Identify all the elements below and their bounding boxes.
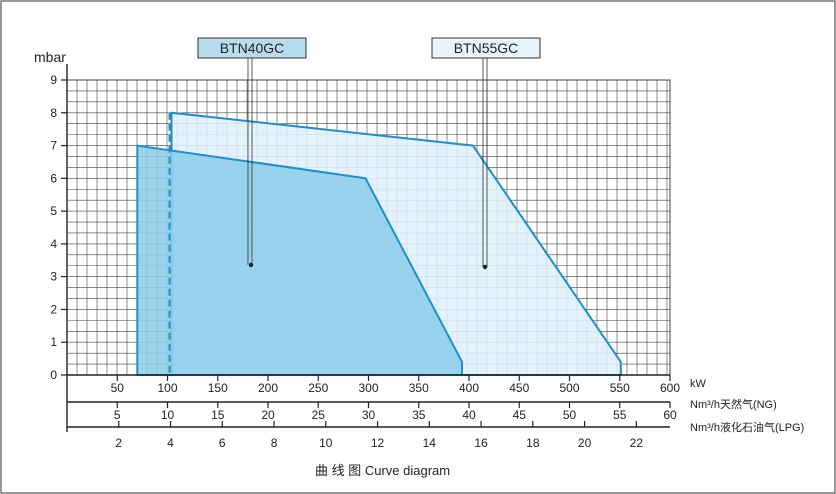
y-axis-label: mbar — [34, 49, 66, 65]
x-tick-label: 20 — [578, 436, 592, 450]
x-tick-label: 20 — [261, 408, 275, 422]
x-tick-label: 6 — [219, 436, 226, 450]
x-tick-label: 600 — [660, 381, 680, 395]
chart-caption: 曲 线 图 Curve diagram — [315, 463, 450, 478]
series-areas — [136, 111, 622, 376]
x-tick-label: 350 — [409, 381, 429, 395]
x-tick-label: 12 — [371, 436, 385, 450]
x-tick-label: 250 — [308, 381, 328, 395]
x-tick-label: 25 — [312, 408, 326, 422]
x-tick-label: 40 — [462, 408, 476, 422]
y-tick-label: 4 — [50, 237, 57, 251]
x-axis-unit-2: Nm³/h天然气(NG) — [690, 397, 777, 411]
x-tick-label: 200 — [258, 381, 278, 395]
x-tick-label: 60 — [663, 408, 677, 422]
y-tick-label: 2 — [50, 302, 57, 316]
x-tick-label: 45 — [513, 408, 527, 422]
x-tick-label: 10 — [161, 408, 175, 422]
y-tick-label: 3 — [50, 270, 57, 284]
series-leader-dot — [248, 262, 254, 268]
x-tick-label: 15 — [211, 408, 225, 422]
y-tick-label: 7 — [50, 139, 57, 153]
x-axis-unit-3: Nm³/h液化石油气(LPG) — [690, 420, 804, 434]
y-tick-label: 9 — [50, 73, 57, 87]
y-tick-label: 0 — [50, 368, 57, 382]
x-tick-label: 50 — [563, 408, 577, 422]
x-tick-label: 550 — [610, 381, 630, 395]
x-tick-label: 30 — [362, 408, 376, 422]
x-tick-label: 18 — [526, 436, 540, 450]
x-axis-unit-1: kW — [690, 378, 707, 390]
x-tick-label: 150 — [208, 381, 228, 395]
x-tick-label: 22 — [630, 436, 644, 450]
series-label-box — [431, 37, 541, 59]
x-tick-label: 14 — [423, 436, 437, 450]
x-tick-label: 500 — [559, 381, 579, 395]
y-tick-label: 5 — [50, 204, 57, 218]
x-tick-label: 400 — [459, 381, 479, 395]
x-tick-label: 450 — [509, 381, 529, 395]
series-leader-dot — [482, 264, 488, 270]
x-tick-label: 16 — [474, 436, 488, 450]
x-tick-label: 55 — [613, 408, 627, 422]
y-axis: mbar 0 1 2 3 4 5 6 7 8 9 — [34, 49, 68, 382]
x-tick-label: 10 — [319, 436, 333, 450]
x-tick-label: 35 — [412, 408, 426, 422]
y-tick-label: 1 — [50, 335, 57, 349]
x-tick-label: 50 — [111, 381, 125, 395]
series-labels: BTN55GC BTN40GC — [197, 37, 541, 270]
x-tick-label: 8 — [271, 436, 278, 450]
series-label-btn40gc: BTN40GC — [220, 40, 285, 56]
x-tick-label: 300 — [358, 381, 378, 395]
x-axes: 50 100 150 200 250 300 350 400 450 500 550 600 kW5 10… — [66, 374, 804, 450]
series-label-btn55gc: BTN55GC — [454, 40, 519, 56]
y-tick-label: 8 — [50, 106, 57, 120]
x-tick-label: 4 — [167, 436, 174, 450]
x-tick-label: 5 — [114, 408, 121, 422]
x-tick-label: 100 — [157, 381, 177, 395]
y-tick-label: 6 — [50, 171, 57, 185]
x-tick-label: 2 — [115, 436, 122, 450]
